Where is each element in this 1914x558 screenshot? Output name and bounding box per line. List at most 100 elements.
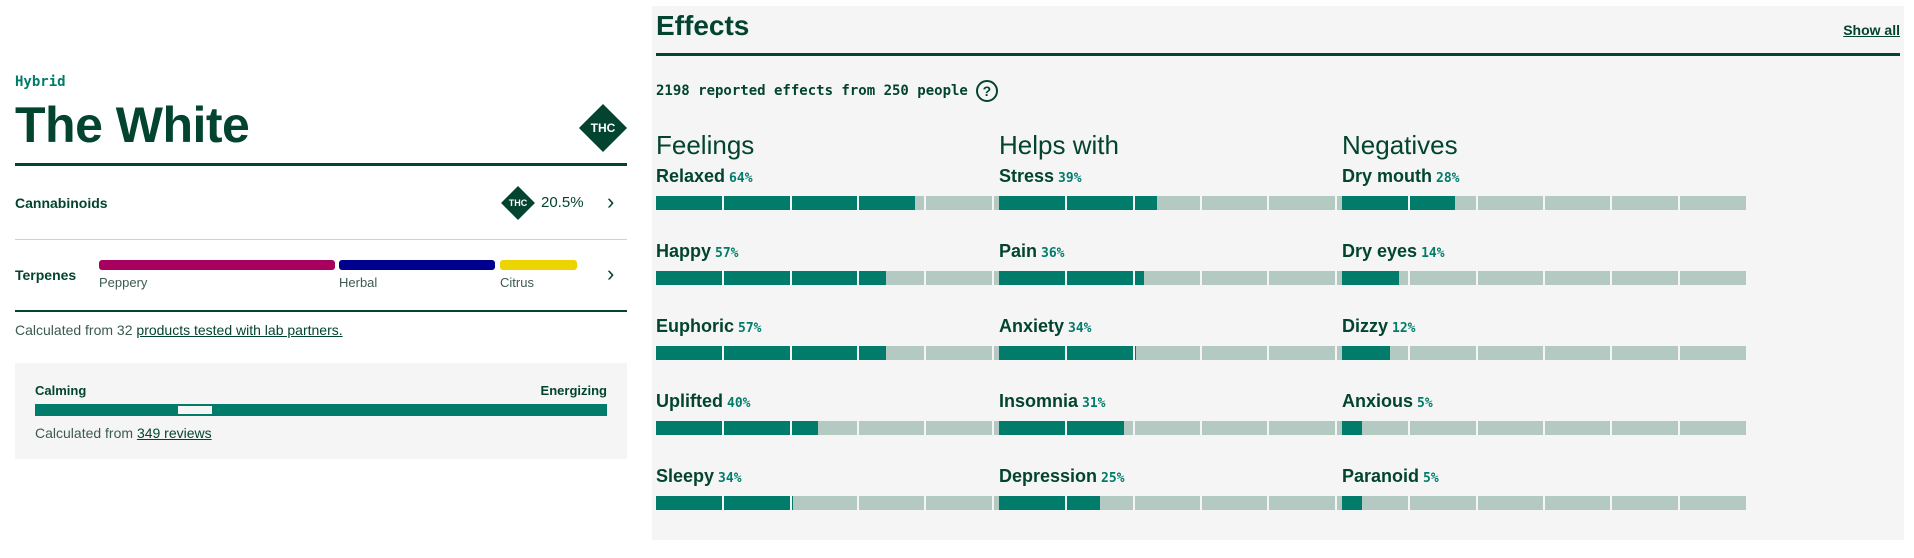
lab-partners-link[interactable]: products tested with lab partners. [136, 322, 343, 338]
bar-segment-divider [1475, 346, 1478, 360]
divider [15, 163, 627, 166]
effect-percent: 28% [1436, 171, 1460, 186]
reviews-note-text: Calculated from [35, 425, 137, 441]
thc-badge-icon: THC [578, 103, 628, 153]
effect-name: Sleepy [656, 466, 715, 486]
bar-segment-divider [1677, 196, 1680, 210]
bar-segment-divider [991, 421, 994, 435]
effect-bar-fill [999, 346, 1137, 360]
lab-note-text: Calculated from 32 [15, 322, 137, 338]
bar-segment-divider [789, 271, 792, 285]
bar-segment-divider [857, 496, 859, 510]
bar-segment-divider [1677, 421, 1680, 435]
effect-bar [656, 346, 1060, 360]
bar-segment-divider [1132, 271, 1135, 285]
effect-percent: 31% [1082, 396, 1106, 411]
bar-segment-divider [1610, 346, 1613, 360]
effect-bar [656, 421, 1060, 435]
column-title: Helps with [999, 130, 1119, 160]
bar-segment-divider [1132, 346, 1135, 360]
effect-bar-fill [1342, 271, 1399, 285]
effects-column: Helps with Stress 39% Pain 36% Anxiety 34% Inso… [999, 130, 1403, 510]
terpenes-label: Terpenes [15, 267, 77, 283]
chevron-right-icon[interactable]: › [607, 261, 615, 286]
bar-segment-divider [1677, 271, 1680, 285]
effect-name: Relaxed [656, 166, 726, 186]
terpene-peppery: Peppery [99, 260, 335, 290]
effect-bar-fill [999, 496, 1100, 510]
effect-percent: 39% [1058, 171, 1082, 186]
bar-segment-divider [1267, 421, 1270, 435]
effect-percent: 36% [1041, 246, 1065, 261]
effect-percent: 14% [1421, 246, 1445, 261]
bar-segment-divider [1408, 496, 1411, 510]
bar-segment-divider [1065, 421, 1068, 435]
effect-item: Stress 39% [999, 166, 1403, 210]
effect-item: Anxious 5% [1342, 391, 1746, 435]
bar-segment-divider [1543, 421, 1545, 435]
bar-segment-divider [1200, 421, 1202, 435]
bar-segment-divider [1132, 496, 1135, 510]
effect-name: Insomnia [999, 391, 1079, 411]
effect-item: Dizzy 12% [1342, 316, 1746, 360]
chevron-right-icon[interactable]: › [607, 189, 615, 214]
bar-segment-divider [1677, 496, 1680, 510]
calming-label: Calming [35, 383, 87, 398]
effect-percent: 5% [1423, 471, 1439, 486]
bar-segment-divider [722, 271, 725, 285]
effect-bar [999, 496, 1403, 510]
terpene-label: Herbal [339, 275, 378, 290]
effect-name: Depression [999, 466, 1098, 486]
effect-bar-fill [656, 421, 818, 435]
effect-percent: 34% [718, 471, 742, 486]
column-title: Negatives [1342, 130, 1458, 160]
reviews-link[interactable]: 349 reviews [136, 425, 212, 441]
effect-name: Anxiety [999, 316, 1065, 336]
terpene-bar [99, 260, 335, 270]
bar-segment-divider [1475, 421, 1478, 435]
bar-segment-divider [789, 421, 792, 435]
bar-segment-divider [1065, 496, 1068, 510]
effect-bar [656, 271, 1060, 285]
effect-bar [999, 196, 1403, 210]
effect-percent: 12% [1392, 321, 1416, 336]
effect-bar [656, 196, 1060, 210]
show-all-link[interactable]: Show all [1843, 22, 1900, 38]
bar-segment-divider [857, 196, 859, 210]
effects-column: Feelings Relaxed 64% Happy 57% Euphoric 57% Upl… [656, 130, 1060, 510]
effects-panel: Effects Show all 2198 reported effects f… [652, 6, 1904, 540]
effect-bar [1342, 196, 1746, 210]
bar-segment-divider [1334, 346, 1337, 360]
bar-segment-divider [1543, 196, 1545, 210]
terpene-label: Peppery [99, 275, 148, 290]
bar-segment-divider [924, 271, 927, 285]
bar-segment-divider [1132, 196, 1135, 210]
effect-bar [999, 346, 1403, 360]
bar-segment-divider [789, 196, 792, 210]
effect-item: Dry eyes 14% [1342, 241, 1746, 285]
bar-segment-divider [1334, 496, 1337, 510]
effect-bar [656, 496, 1060, 510]
bar-segment-divider [1475, 496, 1478, 510]
bar-segment-divider [1408, 271, 1411, 285]
effect-bar-fill [656, 271, 887, 285]
effect-bar-fill [1342, 496, 1363, 510]
help-icon[interactable]: ? [975, 80, 998, 102]
effect-percent: 5% [1417, 396, 1433, 411]
strain-summary: Hybrid The White THC Cannabinoids THC 20… [15, 0, 628, 558]
effect-bar-fill [656, 346, 887, 360]
bar-segment-divider [789, 496, 792, 510]
column-title: Feelings [656, 130, 755, 160]
bar-segment-divider [1200, 271, 1202, 285]
bar-segment-divider [857, 421, 859, 435]
bar-segment-divider [1610, 421, 1613, 435]
bar-segment-divider [1267, 496, 1270, 510]
effect-item: Dry mouth 28% [1342, 166, 1746, 210]
bar-segment-divider [1610, 196, 1613, 210]
terpene-herbal: Herbal [339, 260, 495, 290]
bar-segment-divider [857, 271, 859, 285]
effect-name: Dry mouth [1342, 166, 1432, 186]
effect-item: Uplifted 40% [656, 391, 1060, 435]
bar-segment-divider [1132, 421, 1135, 435]
bar-segment-divider [722, 346, 725, 360]
